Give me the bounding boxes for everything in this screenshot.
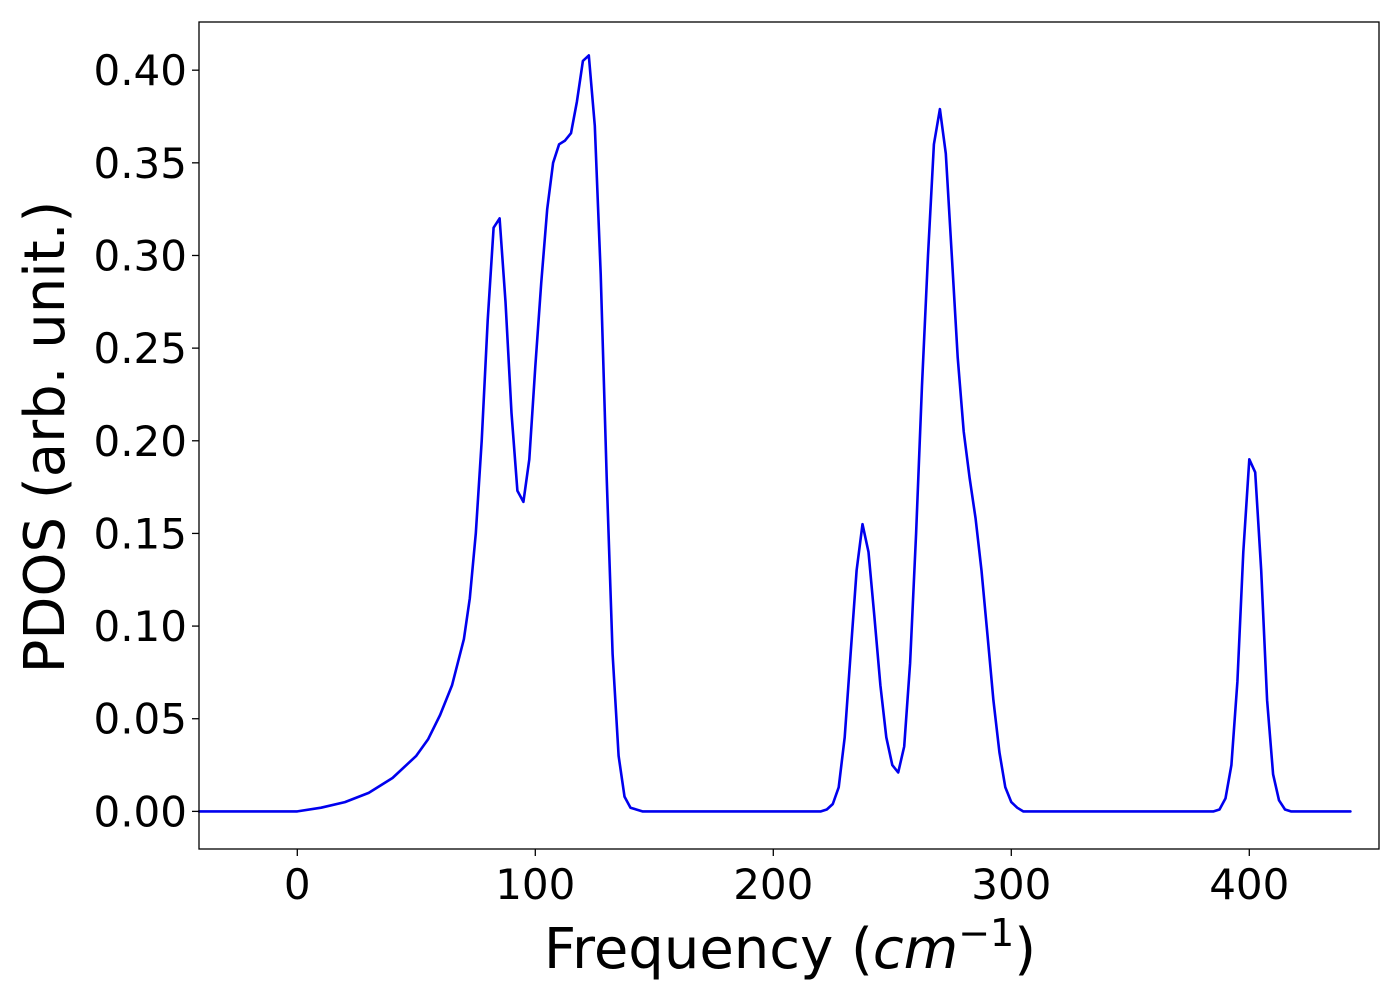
y-tick-label: 0.00 (93, 787, 187, 836)
pdos-series-line (197, 54, 1352, 813)
x-axis: 0 100 200 300 400 (284, 849, 1289, 909)
plot-area (197, 21, 1380, 850)
x-tick-label: 0 (284, 860, 311, 909)
y-tick-label: 0.15 (93, 509, 187, 558)
x-tick-label: 100 (495, 860, 575, 909)
plot-frame (198, 21, 1380, 850)
y-tick-label: 0.30 (93, 231, 187, 280)
y-axis-label: PDOS (arb. unit.) (13, 201, 78, 674)
y-tick-label: 0.20 (93, 417, 187, 466)
y-tick-label: 0.35 (93, 139, 187, 188)
y-axis: 0.00 0.05 0.10 0.15 0.20 0.25 0.30 0.35 0.40 (93, 46, 199, 836)
x-axis-label: Frequency (cm−1) (544, 911, 1036, 982)
x-tick-label: 300 (971, 860, 1051, 909)
y-tick-label: 0.10 (93, 602, 187, 651)
y-tick-label: 0.05 (93, 695, 187, 744)
x-tick-label: 400 (1209, 860, 1289, 909)
y-tick-label: 0.25 (93, 324, 187, 373)
x-tick-label: 200 (733, 860, 813, 909)
y-tick-label: 0.40 (93, 46, 187, 95)
